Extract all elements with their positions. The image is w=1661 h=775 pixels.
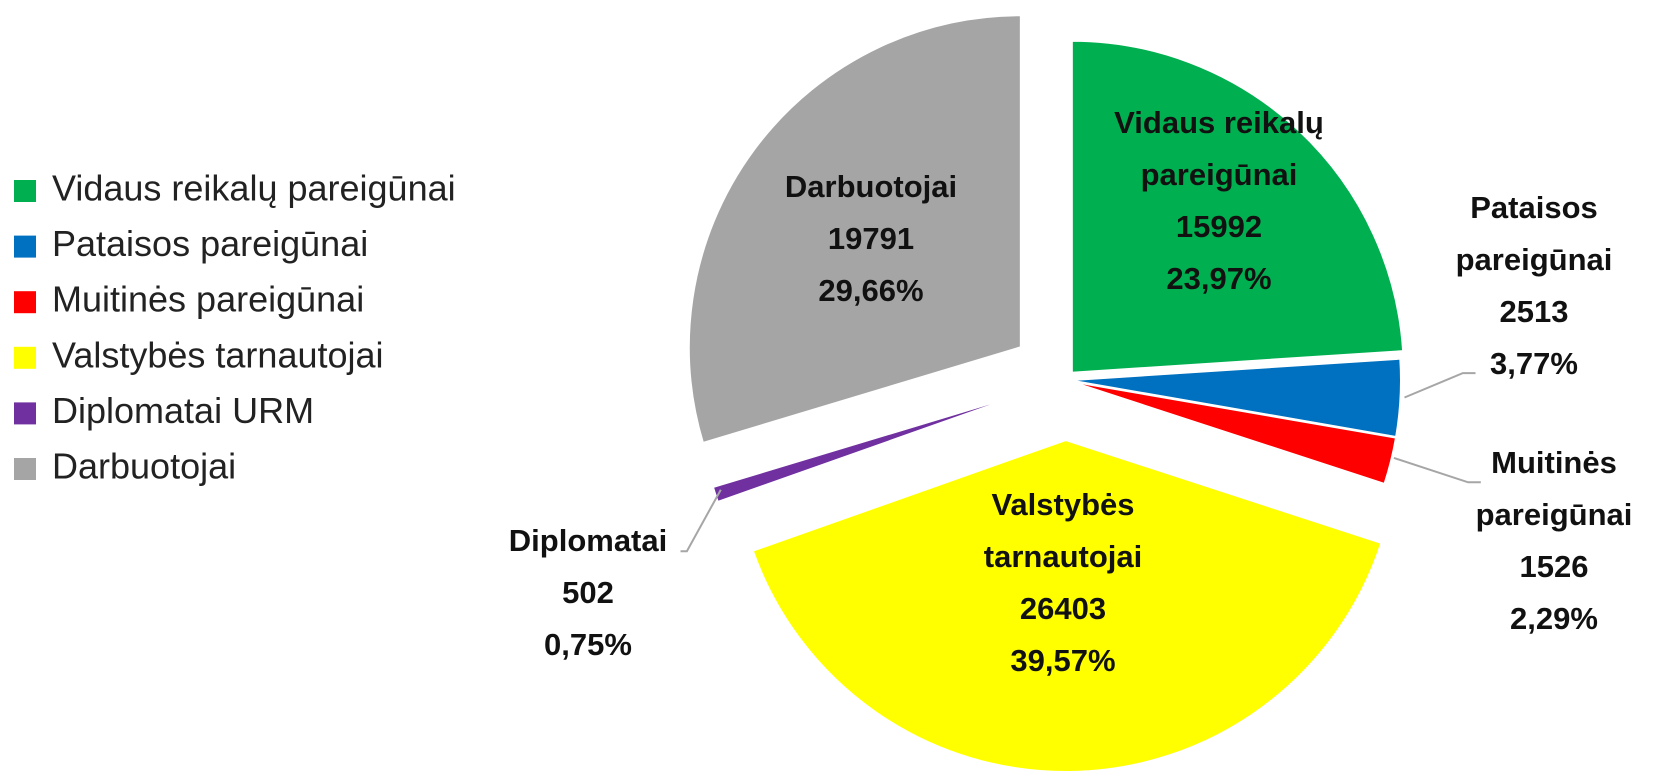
data-label-value: 15992 — [1176, 209, 1262, 244]
data-label-name: Valstybės tarnautojai — [984, 487, 1142, 574]
legend-swatch — [14, 291, 36, 314]
data-label-value: 1526 — [1520, 549, 1589, 584]
legend-swatch — [14, 402, 36, 425]
data-label-percent: 3,77% — [1490, 346, 1578, 381]
legend-swatch — [14, 458, 36, 480]
data-label-percent: 39,57% — [1010, 643, 1115, 678]
data-label-name: Pataisos pareigūnai — [1456, 190, 1613, 277]
pie-slice — [1068, 379, 1398, 486]
data-label-value: 2513 — [1500, 294, 1569, 329]
legend-label: Valstybės tarnautojai — [52, 334, 384, 375]
data-label-value: 19791 — [828, 221, 914, 256]
data-label-value: 502 — [562, 575, 614, 610]
leader-line — [680, 489, 722, 553]
leader-line — [1404, 372, 1476, 399]
legend-label: Pataisos pareigūnai — [52, 223, 368, 264]
legend-label: Diplomatai URM — [52, 390, 314, 431]
legend-label: Muitinės pareigūnai — [52, 279, 364, 320]
data-label-value: 26403 — [1020, 591, 1106, 626]
legend-swatch — [14, 180, 36, 202]
pie-slice — [1070, 39, 1405, 374]
data-label-percent: 23,97% — [1166, 261, 1271, 296]
data-label-name: Diplomatai — [509, 523, 667, 558]
data-label-percent: 2,29% — [1510, 601, 1598, 636]
legend-swatch — [14, 235, 36, 258]
pie-slice — [711, 390, 1032, 504]
legend-swatch — [14, 346, 36, 369]
data-label-name: Muitinės pareigūnai — [1476, 445, 1633, 532]
pie-slice — [687, 14, 1022, 445]
data-label-percent: 0,75% — [544, 627, 632, 662]
data-label-name: Darbuotojai — [785, 169, 957, 204]
data-label-name: Vidaus reikalų pareigūnai — [1114, 105, 1324, 192]
leader-line — [1393, 456, 1481, 484]
legend-label: Vidaus reikalų pareigūnai — [52, 168, 456, 209]
data-label-percent: 29,66% — [818, 273, 923, 308]
pie-slice — [751, 438, 1383, 773]
legend-label: Darbuotojai — [52, 446, 236, 487]
